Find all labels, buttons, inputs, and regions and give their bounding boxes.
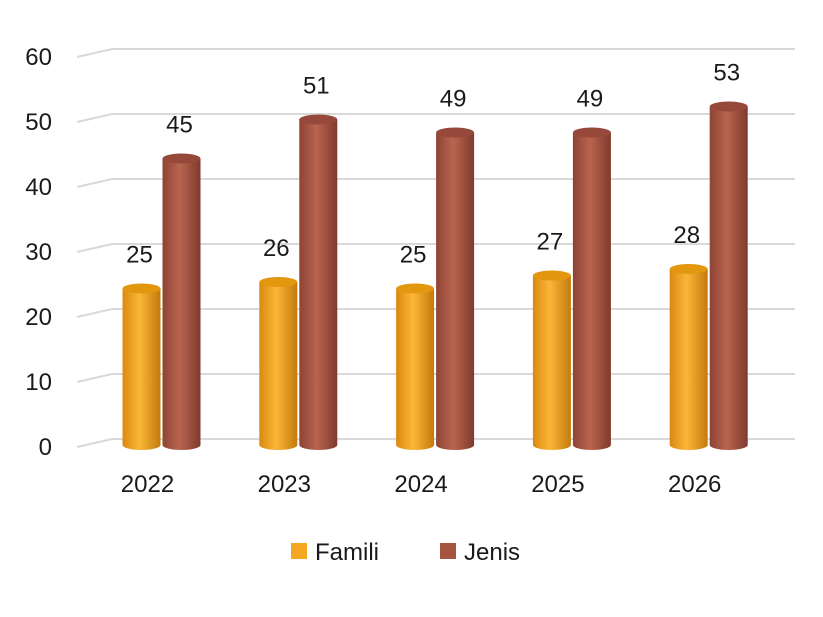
bar-famili-2026 [669, 264, 708, 450]
legend-label: Famili [315, 539, 379, 566]
gridline [76, 178, 795, 188]
gridlines [76, 48, 795, 448]
bar-jenis-2022 [162, 153, 201, 450]
gridline [76, 243, 795, 253]
bar-famili-2024 [396, 283, 435, 450]
data-label: 51 [303, 73, 330, 100]
legend: Famili Jenis [291, 539, 520, 566]
data-label: 53 [713, 60, 740, 87]
x-tick-label: 2024 [394, 471, 447, 498]
data-label: 26 [263, 235, 290, 262]
data-labels: 25 45 26 51 25 49 27 49 28 53 [126, 60, 740, 269]
y-tick-label: 30 [25, 239, 52, 266]
legend-label: Jenis [464, 539, 520, 566]
bar-jenis-2025 [572, 127, 611, 450]
y-tick-label: 40 [25, 174, 52, 201]
x-tick-label: 2022 [121, 471, 174, 498]
x-tick-label: 2026 [668, 471, 721, 498]
bar-jenis-2023 [299, 114, 338, 450]
y-tick-label: 0 [39, 434, 52, 461]
x-axis-ticks: 2022 2023 2024 2025 2026 [121, 471, 722, 498]
legend-swatch [291, 543, 307, 559]
data-label: 49 [440, 86, 467, 113]
gridline [76, 48, 795, 58]
legend-item-jenis: Jenis [440, 539, 520, 566]
bars [122, 101, 748, 450]
legend-item-famili: Famili [291, 539, 379, 566]
bar-famili-2023 [259, 277, 298, 450]
y-axis-ticks: 0 10 20 30 40 50 60 [25, 44, 52, 461]
data-label: 25 [400, 242, 427, 269]
legend-swatch [440, 543, 456, 559]
x-tick-label: 2023 [258, 471, 311, 498]
data-label: 25 [126, 242, 153, 269]
data-label: 28 [673, 222, 700, 249]
data-label: 45 [166, 112, 193, 139]
bar-jenis-2024 [436, 127, 475, 450]
y-tick-label: 50 [25, 109, 52, 136]
bar-famili-2022 [122, 283, 161, 450]
bar-famili-2025 [532, 270, 571, 450]
y-tick-label: 20 [25, 304, 52, 331]
x-tick-label: 2025 [531, 471, 584, 498]
y-tick-label: 10 [25, 369, 52, 396]
data-label: 27 [537, 229, 564, 256]
data-label: 49 [577, 86, 604, 113]
gridline [76, 113, 795, 123]
bar-jenis-2026 [709, 101, 748, 450]
y-tick-label: 60 [25, 44, 52, 71]
